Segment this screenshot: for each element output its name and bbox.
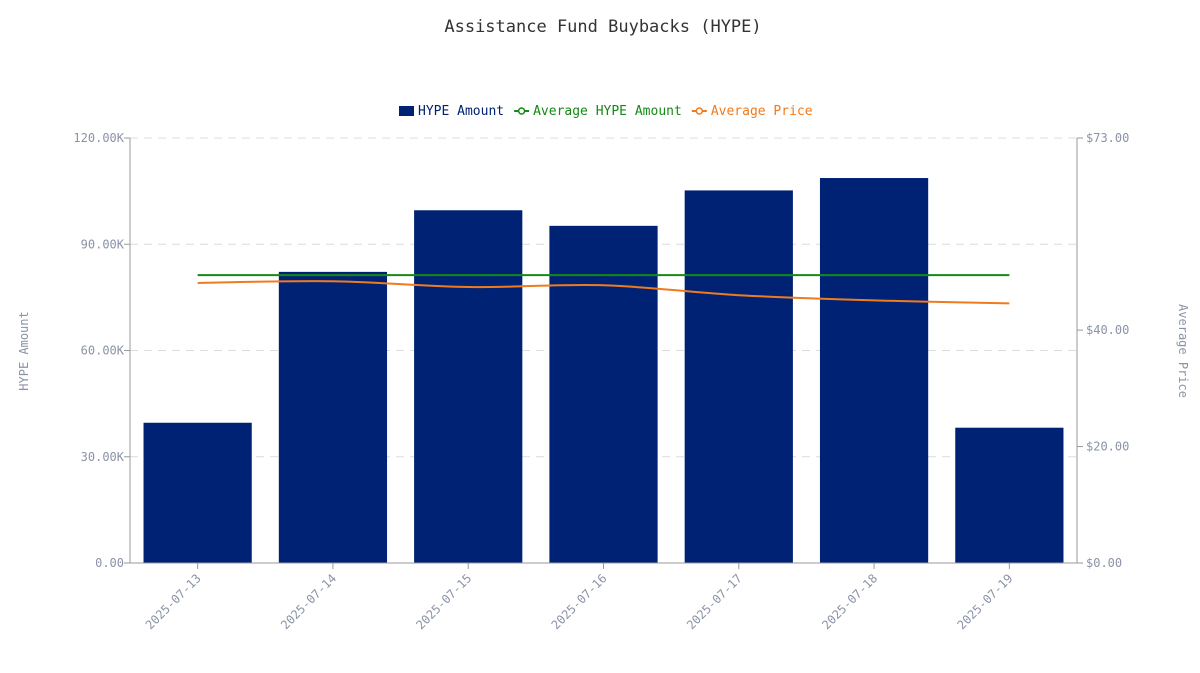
y-right-tick-label: $40.00: [1086, 323, 1129, 337]
y-left-tick-label: 60.00K: [81, 344, 125, 358]
x-tick-label: 2025-07-13: [143, 571, 204, 632]
legend-label-average-price: Average Price: [711, 104, 813, 119]
y-right-tick-label: $20.00: [1086, 440, 1129, 454]
legend-swatch-hype-amount: [399, 106, 414, 116]
y-left-axis-label: HYPE Amount: [17, 311, 31, 390]
y-left-tick-label: 30.00K: [81, 450, 125, 464]
y-left-tick-label: 90.00K: [81, 237, 125, 251]
legend: HYPE Amount Average HYPE Amount Average Pr…: [399, 104, 813, 119]
x-tick-label: 2025-07-14: [278, 571, 339, 632]
bar: [955, 427, 1064, 563]
bar: [278, 271, 388, 563]
x-tick-label: 2025-07-19: [954, 571, 1015, 632]
y-right-tick-label: $0.00: [1086, 556, 1122, 570]
x-tick-label: 2025-07-15: [413, 571, 474, 632]
y-left-tick-label: 120.00K: [73, 131, 124, 145]
legend-marker-average-price: [695, 107, 704, 115]
x-tick-label: 2025-07-16: [549, 571, 610, 632]
bar: [414, 210, 523, 563]
legend-marker-average-hype-amount: [517, 107, 526, 115]
y-right-tick-label: $73.00: [1086, 131, 1129, 145]
y-left-tick-label: 0.00: [95, 556, 124, 570]
x-tick-label: 2025-07-17: [684, 571, 745, 632]
bar: [819, 178, 929, 564]
series-line-average-price: [197, 280, 1010, 305]
legend-label-average-hype-amount: Average HYPE Amount: [533, 104, 682, 119]
y-right-axis-label: Average Price: [1176, 304, 1190, 398]
bar: [549, 225, 658, 564]
chart-title: Assistance Fund Buybacks (HYPE): [444, 17, 761, 37]
bar: [143, 422, 252, 563]
bar: [684, 190, 793, 563]
line-layer: [197, 274, 1010, 305]
x-tick-label: 2025-07-18: [819, 571, 880, 632]
legend-label-hype-amount: HYPE Amount: [418, 104, 504, 119]
bar-layer: [143, 178, 1064, 564]
